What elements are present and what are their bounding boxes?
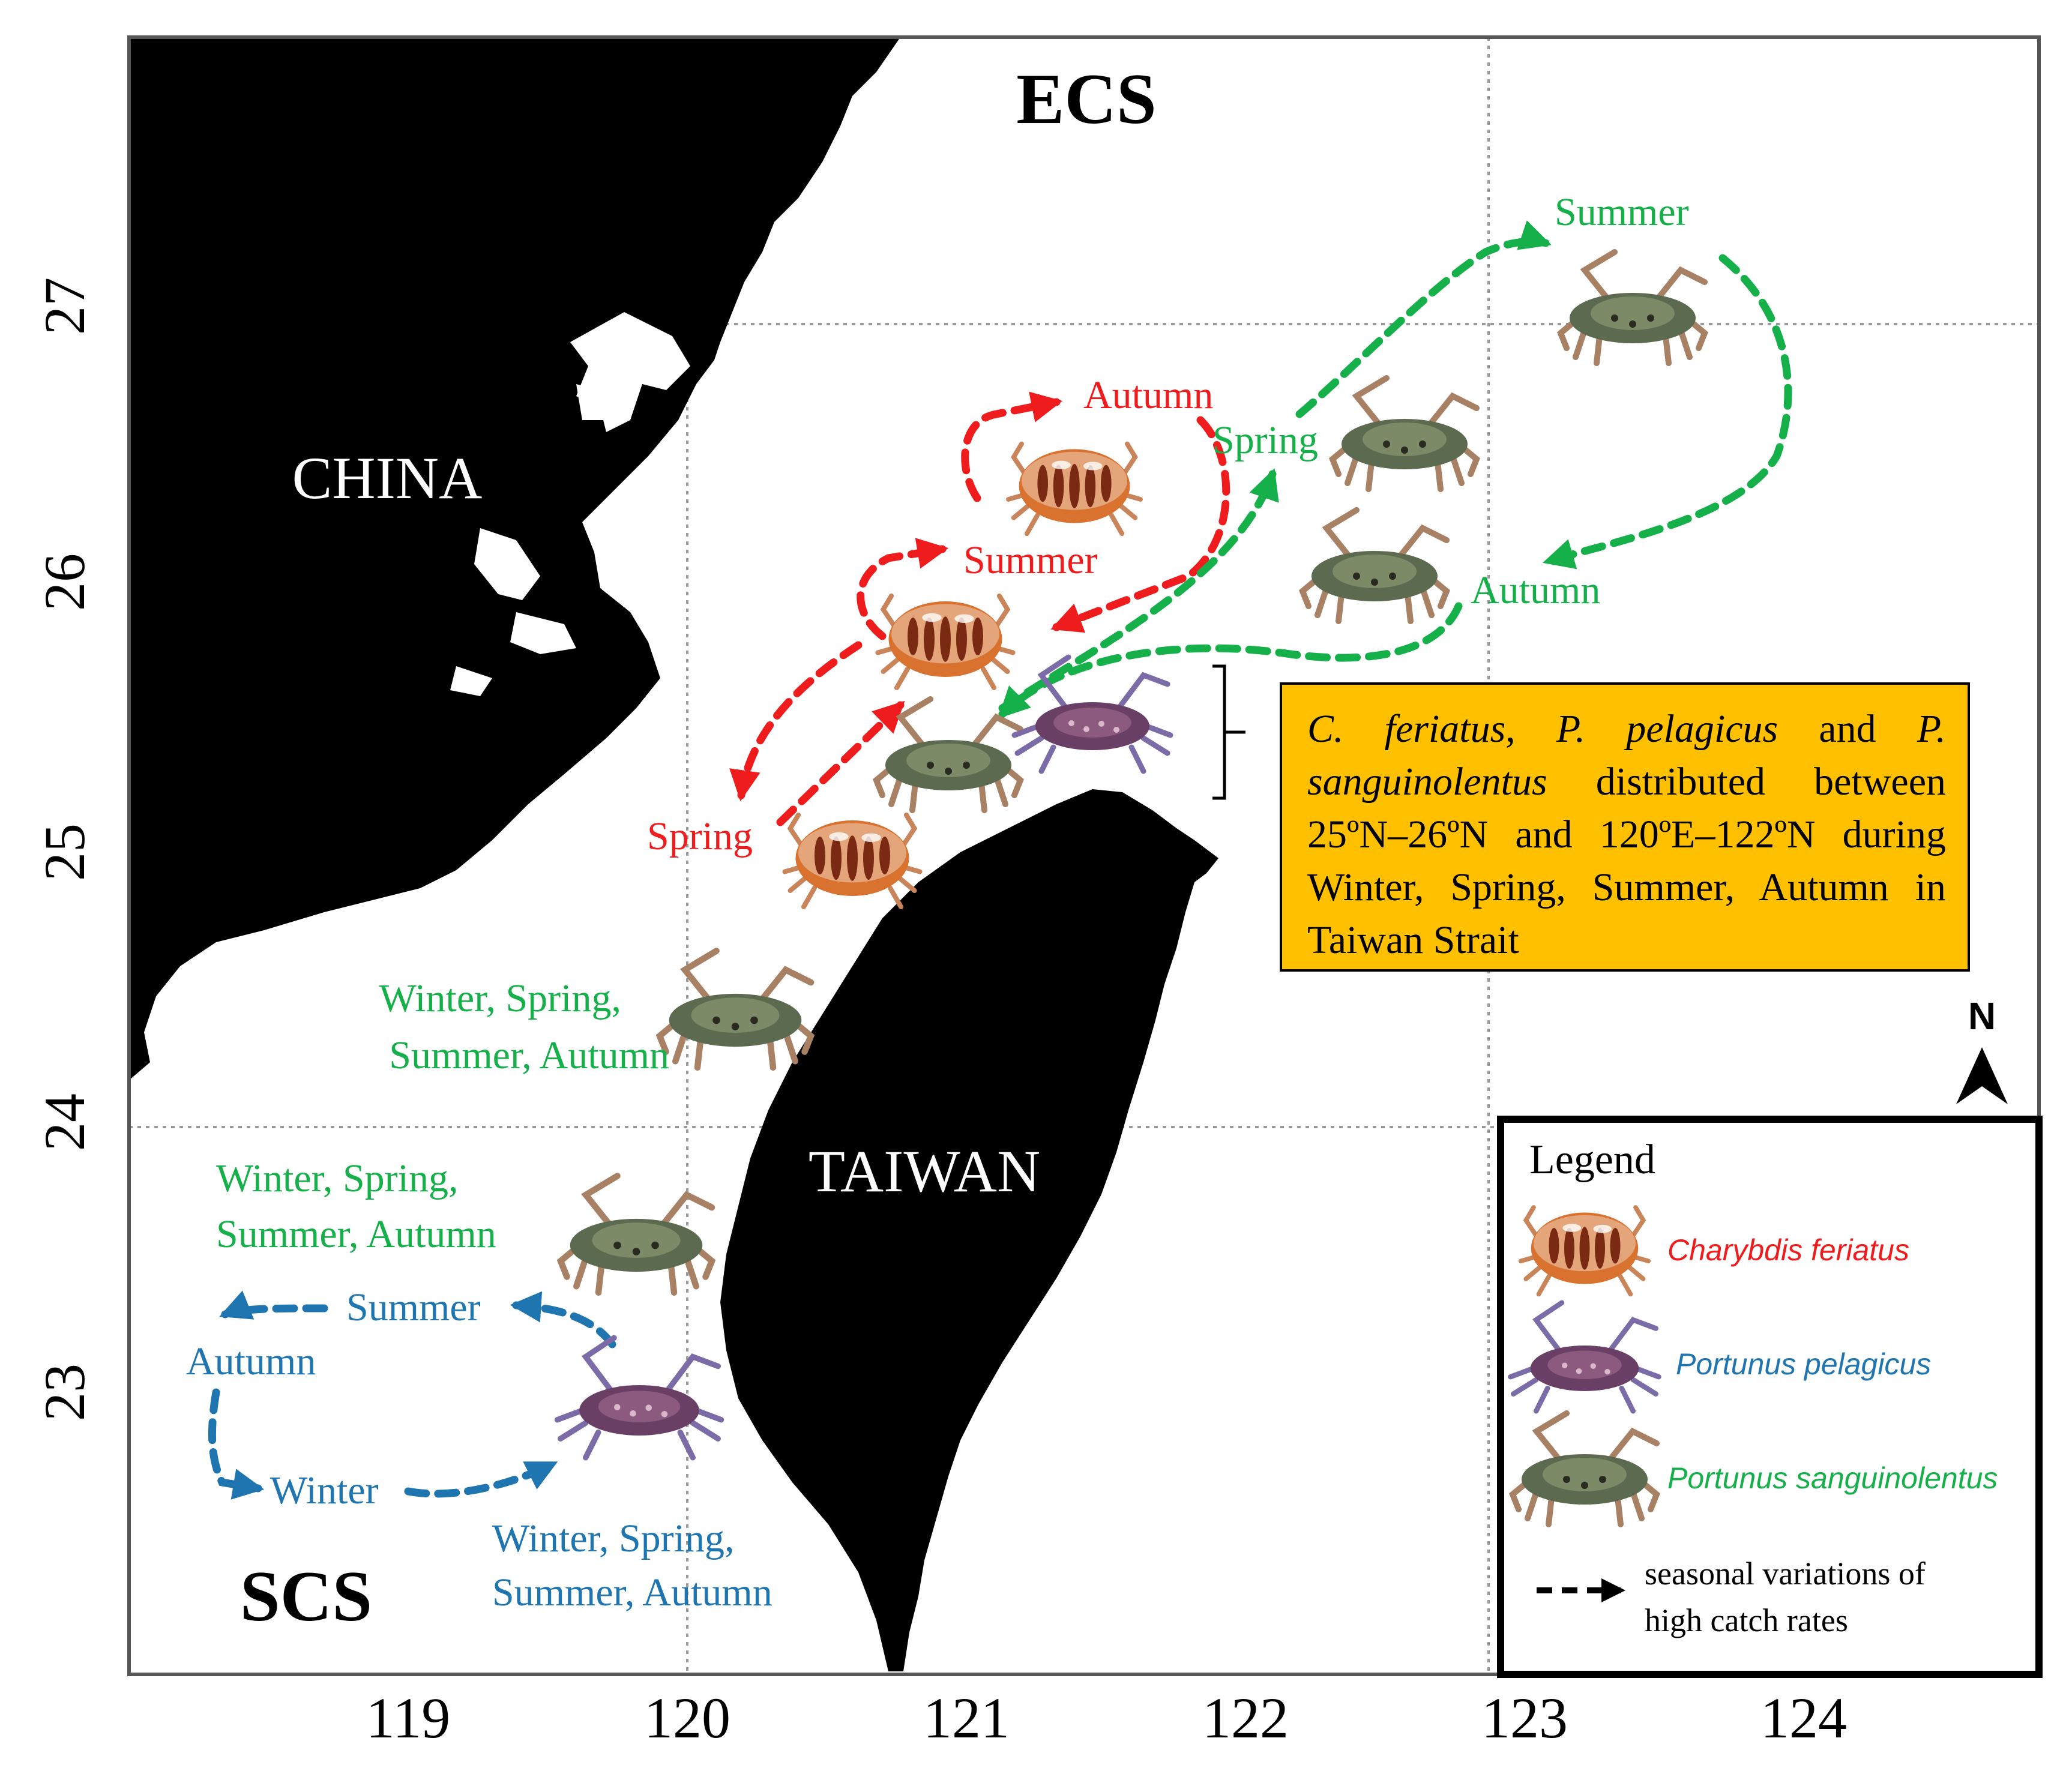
x-tick: 120 — [644, 1686, 730, 1750]
y-tick: 27 — [32, 277, 97, 335]
callout-separator: , — [1505, 707, 1556, 751]
season-label: Winter, Spring, — [379, 976, 621, 1020]
land-label-taiwan: TAIWAN — [809, 1138, 1040, 1204]
callout-species-3: P. sanguinolentus — [1307, 707, 1946, 804]
season-label: Summer, Autumn — [389, 1033, 669, 1077]
north-label: N — [1968, 994, 1996, 1038]
distribution-callout: C. feriatus, P. pelagicus and P. sanguin… — [1280, 682, 1970, 972]
season-label: Summer, Autumn — [492, 1571, 772, 1614]
season-label: Winter, Spring, — [492, 1517, 734, 1560]
season-label: Spring — [647, 814, 753, 858]
north-arrow: N — [1956, 994, 2008, 1104]
coastline-bays — [450, 312, 690, 696]
callout-body: distributed between 25ºN–26ºN and 120ºE–… — [1307, 760, 1946, 962]
legend-label-sanguinolentus: Portunus sanguinolentus — [1667, 1461, 1998, 1495]
x-tick: 119 — [366, 1686, 450, 1750]
x-tick: 122 — [1202, 1686, 1289, 1750]
y-tick: 26 — [32, 553, 97, 611]
x-axis: 119 120 121 122 123 124 — [366, 1686, 1847, 1750]
legend-title: Legend — [1529, 1137, 1655, 1183]
sea-label-scs: SCS — [240, 1556, 372, 1636]
legend-box — [1497, 1116, 2043, 1678]
season-label: Summer, Autumn — [216, 1212, 496, 1256]
legend-label-pelagicus: Portunus pelagicus — [1676, 1347, 1931, 1381]
x-tick: 124 — [1760, 1686, 1847, 1750]
callout-species-1: C. feriatus — [1307, 707, 1506, 751]
season-label: Autumn — [1083, 373, 1213, 417]
season-label: Winter, Spring, — [216, 1156, 458, 1200]
season-label: Autumn — [186, 1340, 316, 1383]
green-migration-paths — [998, 220, 1792, 719]
red-migration-paths — [729, 391, 1230, 826]
green-season-labels: Summer Spring Autumn Winter, Spring, Sum… — [216, 190, 1689, 1256]
y-tick: 25 — [32, 823, 97, 881]
blue-season-labels: Summer Autumn Winter Winter, Spring, Sum… — [186, 1285, 772, 1614]
sea-label-ecs: ECS — [1016, 59, 1156, 139]
season-label: Summer — [1555, 190, 1689, 234]
legend-arrow-label: seasonal variations of — [1645, 1556, 1926, 1592]
season-label: Summer — [346, 1285, 481, 1329]
x-tick: 123 — [1481, 1686, 1568, 1750]
legend-label-charybdis: Charybdis feriatus — [1667, 1233, 1909, 1267]
map-border — [127, 35, 2041, 1676]
legend: Legend Charybdis feriatus Portunus pelag… — [1497, 1116, 2043, 1678]
season-label: Autumn — [1471, 568, 1600, 612]
y-tick: 24 — [32, 1093, 97, 1151]
red-season-labels: Autumn Summer Spring — [647, 373, 1213, 858]
callout-separator: and — [1778, 707, 1917, 751]
legend-arrow-label: high catch rates — [1645, 1602, 1848, 1638]
north-arrow-icon — [1956, 1047, 2008, 1104]
callout-species-2: P. pelagicus — [1556, 707, 1778, 751]
callout-bracket — [1212, 664, 1245, 800]
season-label: Spring — [1212, 418, 1318, 462]
blue-migration-paths — [208, 1290, 616, 1500]
y-tick: 23 — [32, 1364, 97, 1421]
land-label-china: CHINA — [292, 445, 483, 511]
season-label: Winter — [270, 1469, 379, 1512]
x-tick: 121 — [923, 1686, 1010, 1750]
season-label: Summer — [963, 538, 1098, 582]
y-axis: 27 26 25 24 23 — [32, 277, 97, 1421]
taiwan-island — [720, 789, 1218, 1671]
